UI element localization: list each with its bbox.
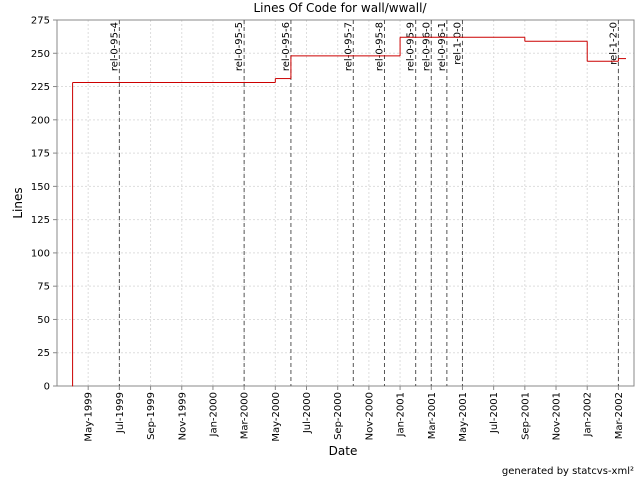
- x-tick-label: Sep-2001: [520, 392, 531, 440]
- y-tick-label: 125: [31, 215, 50, 226]
- release-label: rel-0-95-7: [343, 22, 354, 71]
- x-tick-label: Nov-1999: [177, 392, 188, 440]
- release-label: rel-0-96-0: [421, 22, 432, 71]
- x-tick-label: Jan-2000: [208, 392, 219, 437]
- x-tick-label: Nov-2000: [364, 392, 375, 440]
- x-tick-label: Nov-2001: [552, 392, 563, 440]
- y-tick-label: 175: [31, 149, 50, 160]
- x-tick-label: Jan-2002: [583, 392, 594, 437]
- release-label: rel-0-95-6: [281, 22, 292, 71]
- y-tick-label: 0: [44, 382, 50, 393]
- y-tick-label: 50: [37, 315, 50, 326]
- y-tick-label: 100: [31, 248, 50, 259]
- x-tick-label: Jul-2000: [302, 392, 313, 434]
- release-label: rel-0-95-4: [109, 22, 120, 71]
- y-tick-label: 150: [31, 182, 50, 193]
- y-tick-label: 275: [31, 16, 50, 27]
- x-tick-label: Jul-2001: [489, 392, 500, 434]
- release-label: rel-0-95-8: [374, 22, 385, 71]
- x-tick-label: Jan-2001: [396, 392, 407, 437]
- x-axis-label: Date: [329, 444, 358, 458]
- x-tick-label: Jul-1999: [115, 392, 126, 434]
- release-label: rel-0-96-1: [437, 22, 448, 71]
- y-tick-label: 25: [37, 348, 50, 359]
- footer: generated by statcvs-xml²: [502, 466, 634, 477]
- y-axis-label: Lines: [11, 187, 25, 218]
- y-tick-label: 75: [37, 282, 50, 293]
- x-tick-label: Sep-1999: [146, 392, 157, 440]
- x-tick-label: Sep-2000: [333, 392, 344, 440]
- y-tick-label: 225: [31, 82, 50, 93]
- chart-title: Lines Of Code for wall/wwall/: [254, 1, 428, 15]
- plot-frame: [56, 19, 635, 387]
- x-tick-label: May-1999: [84, 392, 95, 442]
- release-label: rel-1-0-0: [452, 22, 463, 65]
- release-label: rel-1-2-0: [608, 22, 619, 65]
- x-tick-label: May-2000: [271, 392, 282, 442]
- y-tick-label: 200: [31, 115, 50, 126]
- release-label: rel-0-95-9: [406, 22, 417, 71]
- release-label: rel-0-95-5: [234, 22, 245, 71]
- x-tick-label: Mar-2001: [427, 392, 438, 439]
- x-tick-label: Mar-2000: [240, 392, 251, 439]
- x-tick-label: Mar-2002: [614, 392, 625, 439]
- y-tick-label: 250: [31, 49, 50, 60]
- x-tick-label: May-2001: [458, 392, 469, 442]
